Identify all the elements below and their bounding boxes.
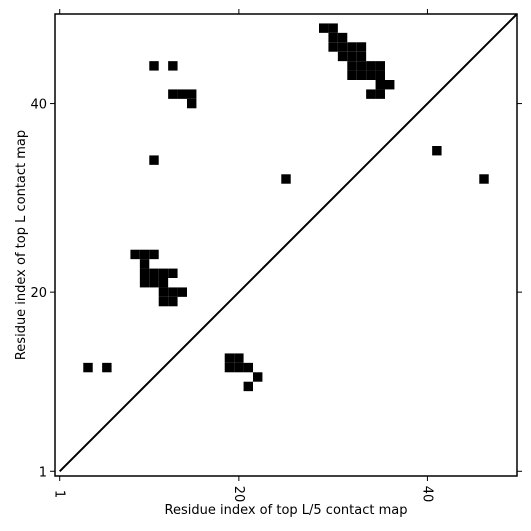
contact-cell: [187, 98, 197, 109]
x-axis-label: Residue index of top L/5 contact map: [165, 503, 408, 518]
contact-cell: [375, 70, 385, 80]
contact-cell: [366, 89, 376, 99]
contact-cell: [356, 42, 367, 52]
contact-cell: [102, 362, 112, 373]
contact-cell: [139, 278, 150, 288]
contact-cell: [139, 268, 150, 278]
contact-cell: [347, 51, 357, 62]
contact-cell: [347, 70, 357, 80]
x-tick-label: 40: [419, 486, 434, 503]
contact-cell: [375, 89, 385, 99]
contact-cell: [479, 174, 489, 184]
contact-cell: [177, 287, 187, 297]
contact-cell: [234, 353, 244, 363]
contact-cell: [243, 381, 253, 392]
contact-cell: [347, 42, 357, 52]
contact-cell: [168, 268, 178, 278]
diagonal-line: [59, 13, 518, 472]
contact-cell: [149, 61, 159, 71]
contact-cell: [366, 70, 376, 80]
contact-cell: [177, 89, 187, 99]
contact-cell: [356, 61, 367, 71]
contact-cell: [158, 287, 169, 297]
contact-cell: [83, 362, 93, 373]
contact-cell: [243, 362, 253, 373]
contact-cell: [432, 146, 442, 156]
contact-cell: [347, 61, 357, 71]
contact-cell: [168, 296, 178, 307]
contact-cell: [224, 353, 235, 363]
x-tick-label: 20: [231, 486, 246, 503]
contact-cell: [168, 89, 178, 99]
contact-cell: [337, 51, 348, 62]
contact-cell: [149, 268, 159, 278]
contact-cell: [234, 362, 244, 373]
contact-cell: [224, 362, 235, 373]
x-tick-label: 1: [52, 490, 67, 498]
contact-cell: [187, 89, 197, 99]
contact-cell: [149, 278, 159, 288]
contact-cell: [168, 61, 178, 71]
contact-cell: [149, 249, 159, 260]
y-tick-label: 40: [30, 98, 47, 113]
y-axis-label: Residue index of top L contact map: [14, 130, 29, 360]
contact-cell: [253, 372, 263, 382]
contact-cell: [139, 259, 150, 269]
contact-cell: [356, 70, 367, 80]
contact-cell: [366, 61, 376, 71]
contact-cell: [158, 296, 169, 307]
contact-cell: [158, 278, 169, 288]
contact-cell: [375, 80, 385, 90]
contact-cell: [158, 268, 169, 278]
y-tick-label: 1: [39, 465, 47, 480]
contact-cell: [337, 42, 348, 52]
contact-cell: [139, 249, 150, 260]
contact-cell: [281, 174, 291, 184]
contact-cell: [130, 249, 140, 260]
plot-frame: [54, 13, 518, 477]
contact-cell: [356, 51, 367, 62]
contact-cell: [149, 155, 159, 165]
y-tick-label: 20: [30, 286, 47, 301]
contact-cell: [328, 42, 338, 52]
contact-cell: [328, 32, 338, 43]
contact-cell: [328, 23, 338, 33]
contact-cell: [319, 23, 329, 33]
contact-cell: [337, 32, 348, 43]
contact-cell: [385, 80, 395, 90]
contact-cell: [168, 287, 178, 297]
contact-cell: [375, 61, 385, 71]
